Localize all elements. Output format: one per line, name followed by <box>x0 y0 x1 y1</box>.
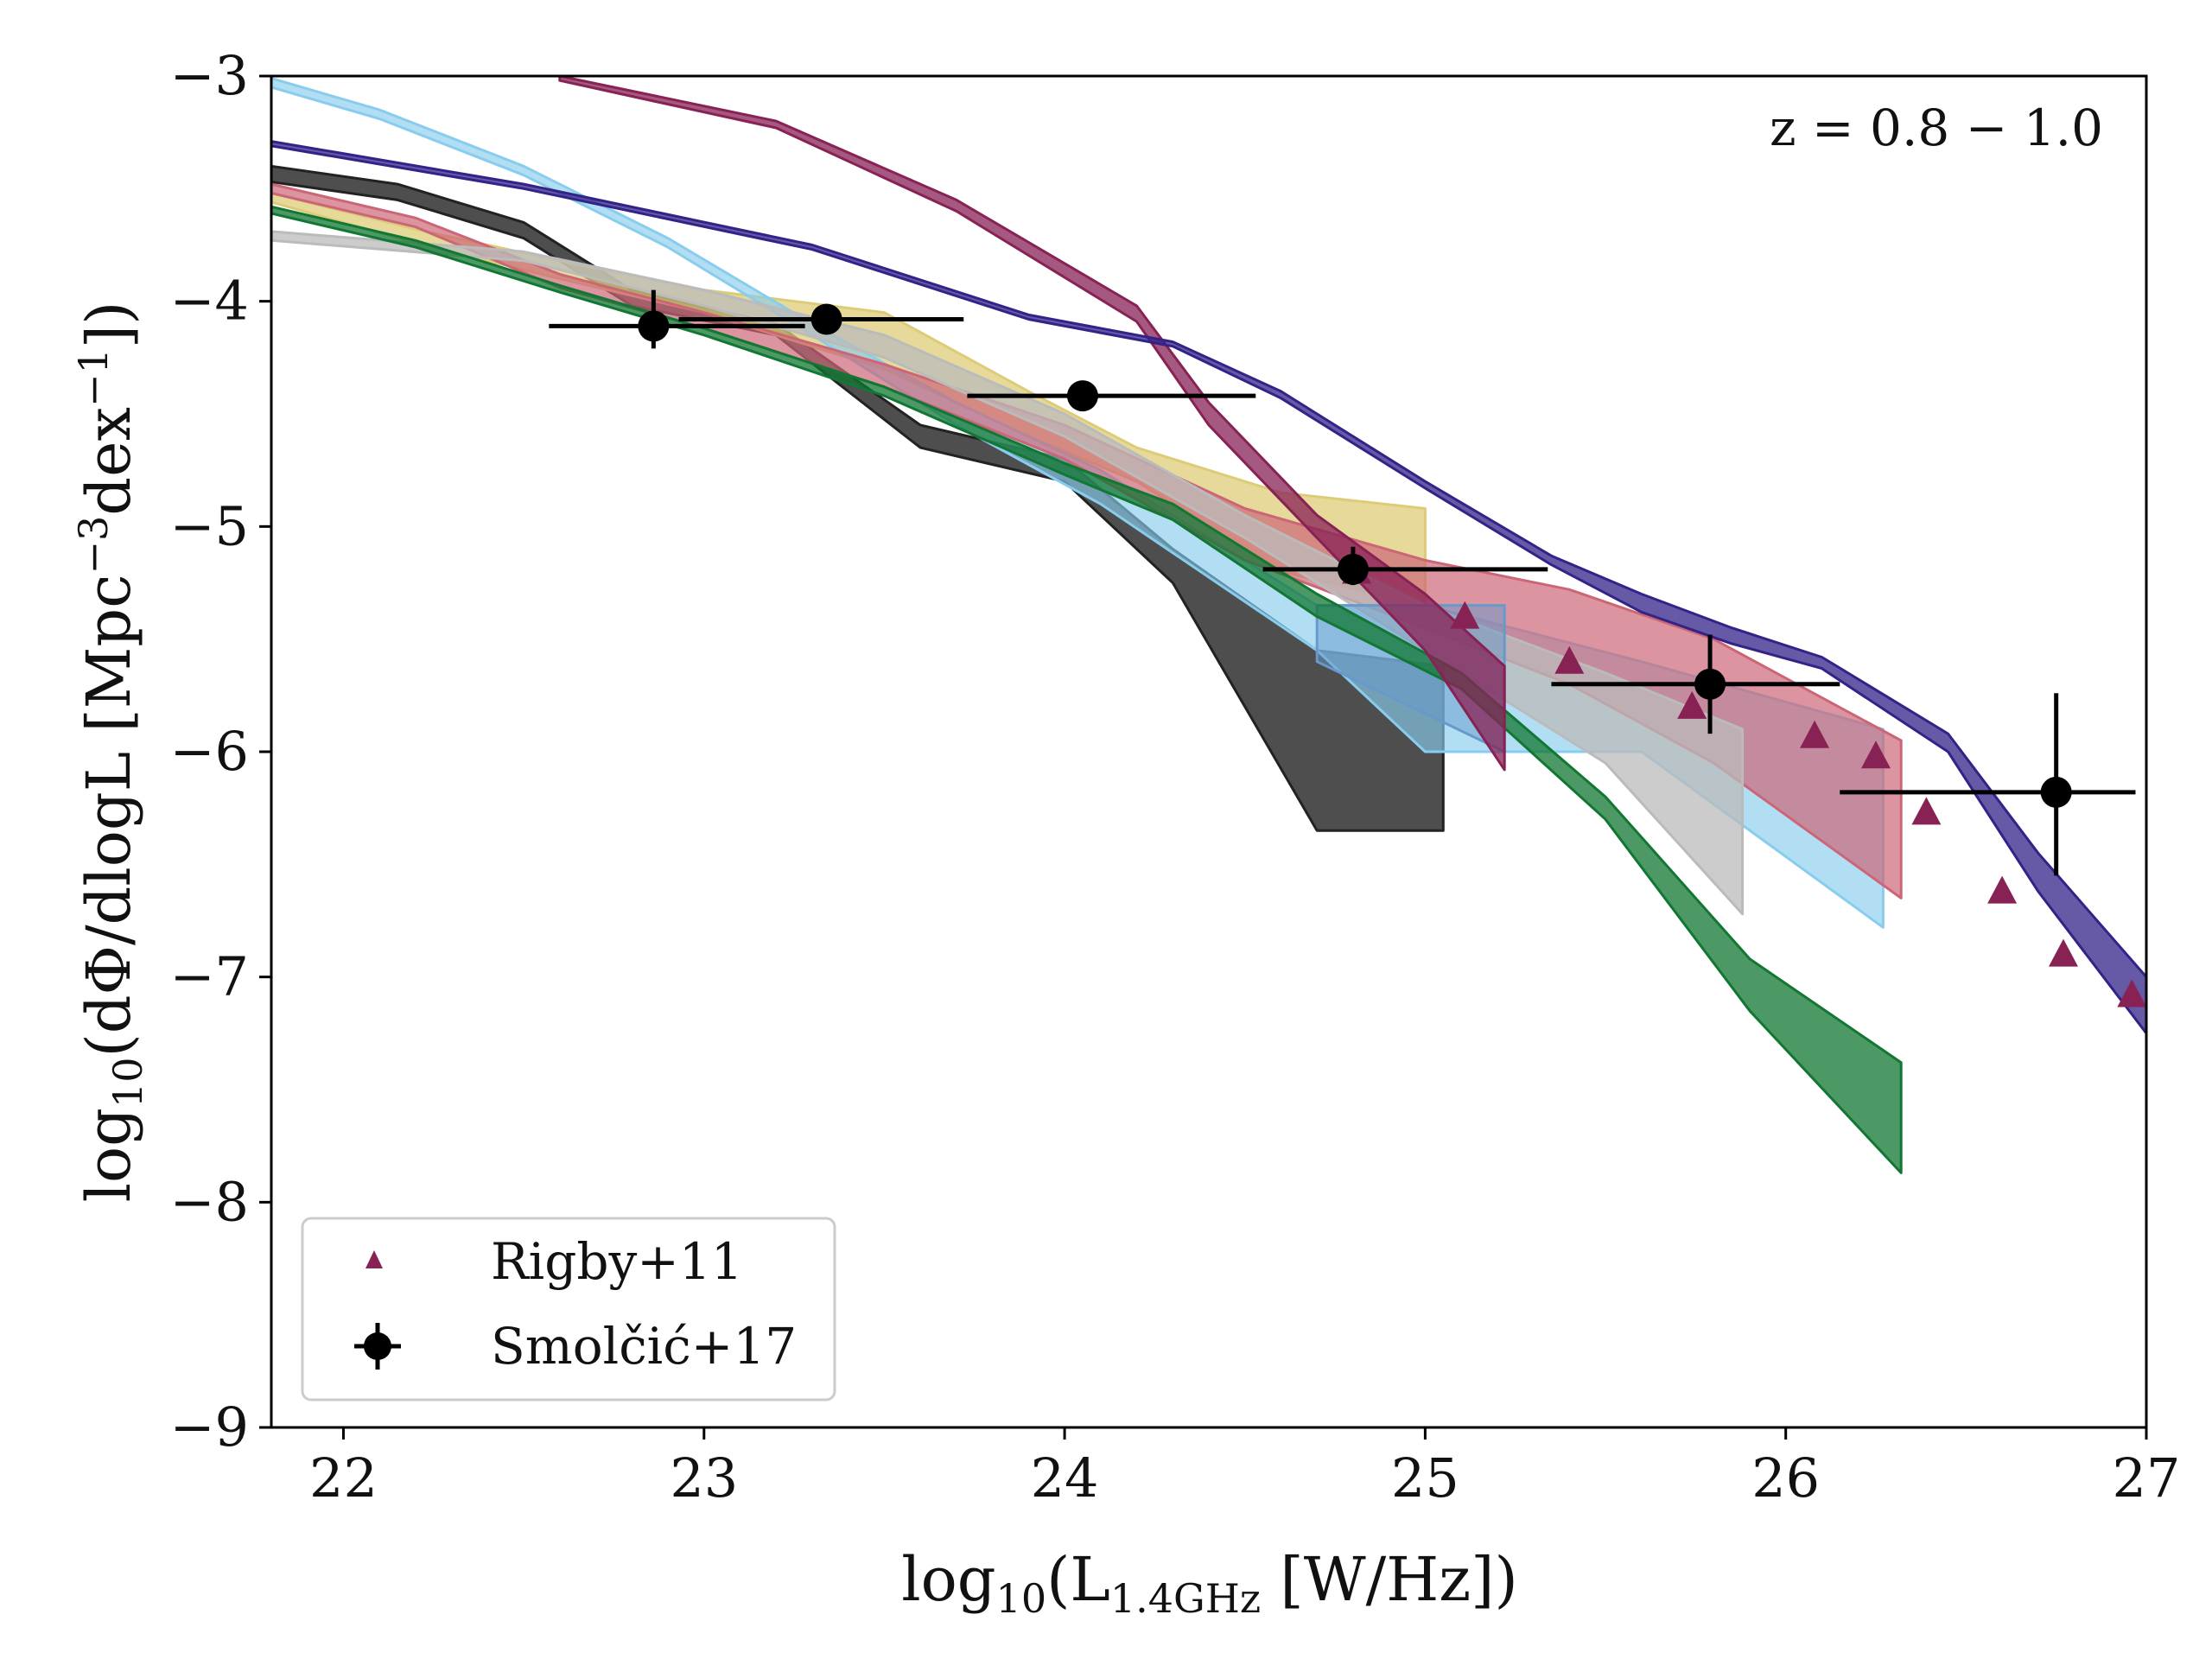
x-tick-label: 24 <box>1031 1446 1099 1510</box>
y-tick-label: −5 <box>170 494 249 557</box>
rigby-triangle-point <box>1987 875 2018 904</box>
rigby-triangle-point <box>2049 938 2078 967</box>
legend-box <box>301 1217 836 1402</box>
rigby-triangle-point <box>1861 741 1891 769</box>
smolcic-point <box>2040 776 2072 808</box>
x-axis-label: log10(L1.4GHz [W/Hz]) <box>901 1544 1518 1622</box>
y-tick-label: −6 <box>170 720 249 783</box>
green-band <box>271 205 1903 1174</box>
redshift-annotation: z = 0.8 − 1.0 <box>1770 99 2103 157</box>
y-axis-label: log10(dΦ/dlogL [Mpc−3dex−1]) <box>70 302 151 1203</box>
y-tick-label: −8 <box>170 1170 249 1233</box>
axis-ticks: 22 23 24 25 26 27 −9 −8 −7 −6 −5 −4 −3 <box>170 44 2181 1510</box>
model-bands <box>271 76 2146 1174</box>
y-tick-label: −4 <box>170 270 249 333</box>
data-markers <box>638 303 2146 1007</box>
legend-label-rigby: Rigby+11 <box>491 1232 743 1291</box>
rigby-triangle-point <box>1450 601 1480 629</box>
purple-band <box>558 76 1506 772</box>
x-tick-label: 26 <box>1751 1446 1820 1510</box>
rigby-triangle-point <box>1677 690 1707 719</box>
y-tick-label: −9 <box>170 1395 249 1459</box>
legend-circle-marker <box>364 1332 391 1360</box>
rigby-triangle-point <box>1800 720 1830 748</box>
rigby-triangle-point <box>1554 645 1585 674</box>
rigby-triangle-point <box>1911 797 1942 825</box>
y-tick-label: −3 <box>170 44 249 107</box>
grey-band <box>271 230 1745 916</box>
smolcic-point <box>638 310 670 342</box>
legend-label-smolcic: Smolčić+17 <box>491 1317 797 1376</box>
smolcic-point <box>1694 668 1726 700</box>
smolcic-point <box>810 303 842 335</box>
indigo-band <box>271 140 2146 1035</box>
x-tick-label: 22 <box>309 1446 378 1510</box>
rigby-triangle-point <box>2117 979 2146 1007</box>
smolcic-point <box>1066 380 1098 412</box>
x-tick-label: 25 <box>1391 1446 1459 1510</box>
y-tick-label: −7 <box>170 945 249 1008</box>
smolcic-point <box>1337 553 1369 585</box>
legend-triangle-marker <box>365 1250 383 1268</box>
x-tick-label: 27 <box>2113 1446 2181 1510</box>
legend: Rigby+11 Smolčić+17 <box>301 1217 836 1402</box>
x-tick-label: 23 <box>670 1446 738 1510</box>
